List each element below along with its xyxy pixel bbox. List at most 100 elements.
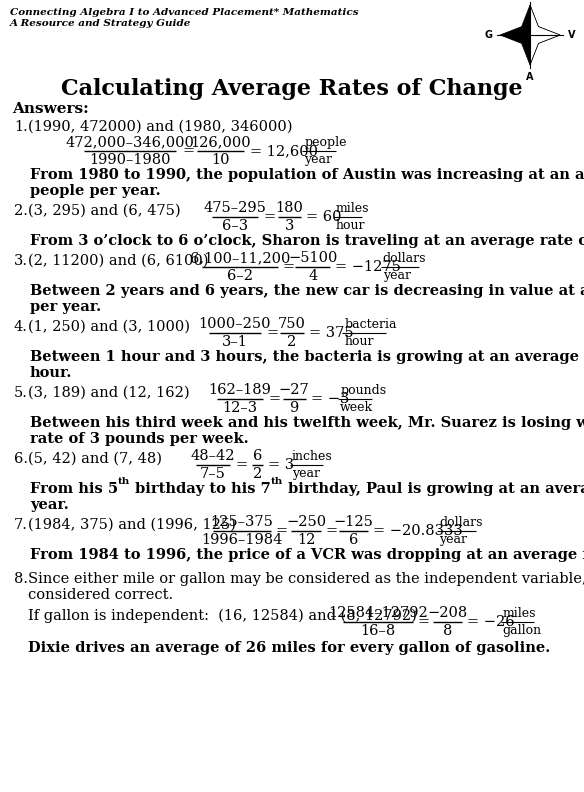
Text: From 1984 to 1996, the price of a VCR was dropping at an average rate of $20.83 : From 1984 to 1996, the price of a VCR wa… [30,548,584,562]
Text: = −20.8333: = −20.8333 [373,524,463,538]
Text: −5100: −5100 [288,251,338,265]
Text: Between 1 hour and 3 hours, the bacteria is growing at an average rate of 375 ba: Between 1 hour and 3 hours, the bacteria… [30,350,584,364]
Text: 1000–250: 1000–250 [199,317,271,331]
Text: =: = [182,144,194,158]
Text: = 3: = 3 [268,458,294,472]
Text: = 12,600: = 12,600 [249,144,318,158]
Text: From his 5: From his 5 [30,482,118,496]
Text: 1996–1984: 1996–1984 [201,533,283,547]
Text: Calculating Average Rates of Change: Calculating Average Rates of Change [61,78,523,100]
Text: 2.: 2. [14,204,28,218]
Text: hour: hour [335,219,365,232]
Text: considered correct.: considered correct. [28,588,173,602]
Text: 2: 2 [287,335,297,349]
Polygon shape [530,5,560,65]
Text: year: year [439,533,467,546]
Text: 8.: 8. [14,572,28,586]
Text: birthday, Paul is growing at an average rate of 3 inches per: birthday, Paul is growing at an average … [283,482,584,496]
Text: 3–1: 3–1 [222,335,248,349]
Text: =: = [418,615,430,629]
Text: 6,100–11,200: 6,100–11,200 [190,251,290,265]
Text: hour: hour [344,335,374,348]
Text: 6: 6 [349,533,358,547]
Text: 3.: 3. [14,254,28,268]
Text: Answers:: Answers: [12,102,89,116]
Text: 8: 8 [443,624,453,638]
Text: =: = [325,524,338,538]
Text: =: = [276,524,288,538]
Text: (1984, 375) and (1996, 125): (1984, 375) and (1996, 125) [28,518,236,532]
Text: 1990–1980: 1990–1980 [89,153,171,167]
Text: −250: −250 [286,515,326,529]
Text: = −1275: = −1275 [335,260,401,274]
Text: V: V [568,30,575,40]
Text: = −3: = −3 [311,392,349,406]
Text: 472,000–346,000: 472,000–346,000 [65,135,194,149]
Text: Between his third week and his twelfth week, Mr. Suarez is losing weight at an a: Between his third week and his twelfth w… [30,416,584,430]
Text: miles: miles [335,202,369,215]
Text: 125–375: 125–375 [211,515,273,529]
Text: 6–2: 6–2 [227,269,253,283]
Text: From 1980 to 1990, the population of Austin was increasing at an average rate of: From 1980 to 1990, the population of Aus… [30,168,584,182]
Text: Between 2 years and 6 years, the new car is decreasing in value at an average ra: Between 2 years and 6 years, the new car… [30,284,584,298]
Text: 48–42: 48–42 [191,449,235,463]
Text: gallon: gallon [503,624,542,637]
Text: year: year [291,467,319,480]
Text: 9: 9 [290,401,299,415]
Text: 6.: 6. [14,452,28,466]
Text: (1990, 472000) and (1980, 346000): (1990, 472000) and (1980, 346000) [28,120,293,134]
Text: year.: year. [30,498,69,512]
Text: people per year.: people per year. [30,184,161,198]
Text: (1, 250) and (3, 1000): (1, 250) and (3, 1000) [28,320,190,334]
Text: pounds: pounds [340,384,387,397]
Text: miles: miles [503,607,536,620]
Text: 12: 12 [297,533,315,547]
Text: = 60: = 60 [306,210,342,224]
Text: From 3 o’clock to 6 o’clock, Sharon is traveling at an average rate of 60 miles : From 3 o’clock to 6 o’clock, Sharon is t… [30,234,584,248]
Text: people: people [304,136,347,149]
Text: =: = [268,392,280,406]
Text: =: = [283,260,295,274]
Text: 7.: 7. [14,518,28,532]
Text: 12584–12792: 12584–12792 [328,606,428,620]
Text: (3, 295) and (6, 475): (3, 295) and (6, 475) [28,204,180,218]
Text: (5, 42) and (7, 48): (5, 42) and (7, 48) [28,452,162,466]
Text: If gallon is independent:  (16, 12584) and (8, 12792): If gallon is independent: (16, 12584) an… [28,609,417,623]
Text: 5.: 5. [14,386,28,400]
Text: G: G [485,30,492,40]
Text: per year.: per year. [30,300,101,314]
Text: th: th [118,477,130,486]
Text: 180: 180 [275,201,303,215]
Text: hour.: hour. [30,366,72,380]
Text: year: year [383,269,411,282]
Text: =: = [235,458,248,472]
Text: 4.: 4. [14,320,28,334]
Text: = −26: = −26 [467,615,515,629]
Text: birthday to his 7: birthday to his 7 [130,482,271,496]
Text: (3, 189) and (12, 162): (3, 189) and (12, 162) [28,386,190,400]
Text: −27: −27 [279,383,310,397]
Text: year: year [304,153,332,166]
Text: A Resource and Strategy Guide: A Resource and Strategy Guide [10,19,192,28]
Text: bacteria: bacteria [344,318,397,331]
Text: (2, 11200) and (6, 6100): (2, 11200) and (6, 6100) [28,254,208,268]
Text: inches: inches [291,450,332,463]
Text: 6–3: 6–3 [222,219,248,233]
Text: 126,000: 126,000 [190,135,251,149]
Text: Dixie drives an average of 26 miles for every gallon of gasoline.: Dixie drives an average of 26 miles for … [28,641,550,655]
Text: =: = [263,210,275,224]
Text: 162–189: 162–189 [208,383,272,397]
Text: −125: −125 [333,515,374,529]
Polygon shape [500,5,560,65]
Text: 12–3: 12–3 [223,401,258,415]
Text: 750: 750 [278,317,306,331]
Text: −208: −208 [427,606,468,620]
Text: Connecting Algebra I to Advanced Placement* Mathematics: Connecting Algebra I to Advanced Placeme… [10,8,359,17]
Text: A: A [526,73,534,82]
Text: = 375: = 375 [309,326,353,340]
Text: =: = [266,326,278,340]
Text: 6: 6 [253,449,262,463]
Text: rate of 3 pounds per week.: rate of 3 pounds per week. [30,432,249,446]
Text: 3: 3 [284,219,294,233]
Text: 7–5: 7–5 [200,467,226,481]
